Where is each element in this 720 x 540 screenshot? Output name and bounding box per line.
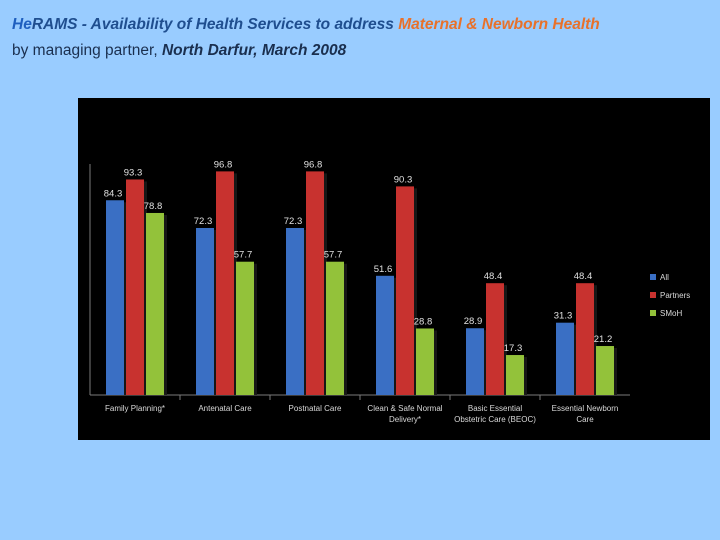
data-label: 28.9	[464, 316, 483, 327]
legend-swatch-partners	[650, 292, 656, 298]
bar-partners	[306, 171, 324, 395]
bar-smoh	[596, 346, 614, 395]
title-line-1: HeRAMS - Availability of Health Services…	[12, 12, 712, 38]
bar-all	[466, 328, 484, 395]
data-label: 31.3	[554, 311, 573, 322]
x-category-label: Essential Newborn	[552, 404, 619, 413]
x-category-label: Basic Essential	[468, 404, 522, 413]
data-label: 21.2	[594, 334, 613, 345]
x-category-label: Obstetric Care (BEOC)	[454, 415, 536, 424]
bar-all	[556, 322, 574, 395]
data-label: 96.8	[304, 159, 323, 170]
bar-chart: 0.010.020.030.040.050.060.070.080.090.01…	[89, 159, 690, 424]
legend-label: Partners	[660, 291, 690, 300]
bar-all	[286, 227, 304, 395]
data-label: 72.3	[284, 216, 303, 227]
title-line-2: by managing partner, North Darfur, March…	[12, 38, 712, 64]
bar-smoh	[326, 261, 344, 395]
legend-swatch-smoh	[650, 310, 656, 316]
data-label: 84.3	[104, 188, 123, 199]
title-brand: He	[12, 16, 32, 33]
bar-all	[196, 227, 214, 395]
data-label: 72.3	[194, 216, 213, 227]
legend-label: All	[660, 273, 669, 282]
chart-panel: 0.010.020.030.040.050.060.070.080.090.01…	[78, 98, 710, 440]
x-category-label: Care	[576, 415, 594, 424]
chart-title: HeRAMS - Availability of Health Services…	[12, 12, 712, 64]
bar-partners	[216, 171, 234, 395]
legend-swatch-all	[650, 274, 656, 280]
data-label: 17.3	[504, 343, 523, 354]
title-accent: Maternal & Newborn Health	[398, 16, 600, 33]
bar-partners	[486, 283, 504, 395]
bar-smoh	[146, 212, 164, 395]
data-label: 48.4	[484, 271, 503, 282]
data-label: 48.4	[574, 271, 593, 282]
title-main: RAMS - Availability of Health Services t…	[31, 16, 394, 33]
title-line2-italic: North Darfur, March 2008	[161, 42, 347, 59]
title-line2-plain: by managing partner,	[12, 42, 162, 59]
bar-partners	[396, 186, 414, 395]
x-category-label: Postnatal Care	[289, 404, 342, 413]
data-label: 51.6	[374, 264, 393, 275]
data-label: 96.8	[214, 159, 233, 170]
data-label: 57.7	[234, 250, 253, 261]
x-category-label: Clean & Safe Normal	[367, 404, 442, 413]
data-label: 93.3	[124, 167, 143, 178]
legend-label: SMoH	[660, 309, 682, 318]
bar-partners	[576, 283, 594, 395]
bar-partners	[126, 179, 144, 395]
data-label: 28.8	[414, 316, 433, 327]
bar-smoh	[506, 355, 524, 395]
bar-all	[376, 275, 394, 395]
data-label: 57.7	[324, 250, 343, 261]
bar-smoh	[236, 261, 254, 395]
data-label: 90.3	[394, 174, 413, 185]
bar-all	[106, 200, 124, 395]
bar-smoh	[416, 328, 434, 395]
x-category-label: Family Planning*	[105, 404, 165, 413]
x-category-label: Delivery*	[389, 415, 421, 424]
x-category-label: Antenatal Care	[198, 404, 252, 413]
data-label: 78.8	[144, 201, 163, 212]
